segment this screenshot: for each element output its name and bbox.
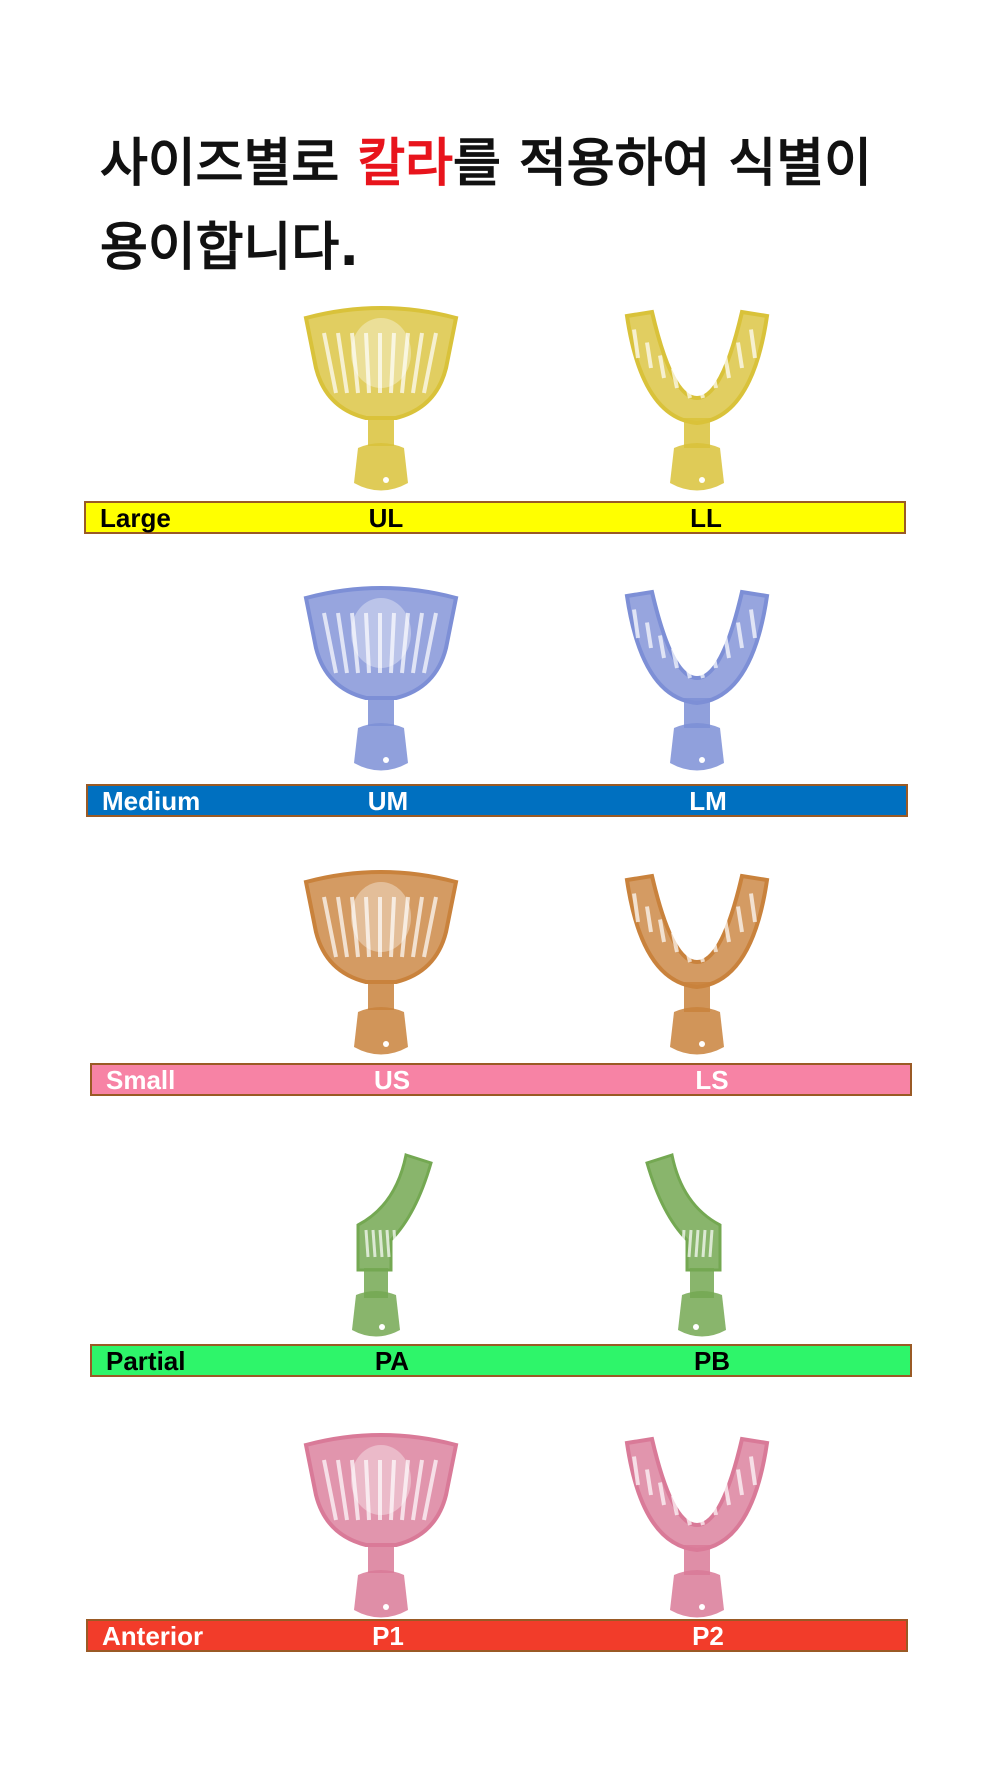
size-label: Partial (106, 1346, 186, 1376)
title-highlight: 칼라 (357, 134, 453, 194)
tray-ls-image (612, 862, 782, 1062)
tray-lm-image (612, 578, 782, 778)
size-bar-small: Small US LS (90, 1063, 912, 1096)
code-left: UL (368, 503, 404, 533)
size-bar-partial: Partial PA PB (90, 1344, 912, 1377)
page-title: 사이즈별로 칼라를 적용하여 식별이 용이합니다. (100, 122, 960, 290)
tray-um-image (296, 578, 466, 778)
title-text-1: 사이즈별로 (100, 134, 358, 194)
size-label: Medium (102, 786, 201, 816)
code-left: P1 (372, 1621, 404, 1651)
tray-ll-image (612, 298, 782, 498)
size-bar-anterior: Anterior P1 P2 (86, 1619, 908, 1652)
tray-ul-image (296, 298, 466, 498)
size-label: Small (106, 1065, 176, 1095)
size-bar-large: Large UL LL (84, 501, 906, 534)
code-right: LM (689, 786, 727, 816)
code-left: PA (374, 1346, 410, 1376)
title-text-2: 를 적용하여 식별이 (453, 134, 872, 194)
size-label: Large (100, 503, 171, 533)
tray-pa-image (296, 1145, 466, 1345)
tray-p1-image (296, 1425, 466, 1625)
code-right: LS (695, 1065, 729, 1095)
code-right: PB (693, 1346, 731, 1376)
tray-pb-image (612, 1145, 782, 1345)
tray-p2-image (612, 1425, 782, 1625)
tray-us-image (296, 862, 466, 1062)
code-right: LL (690, 503, 722, 533)
code-left: US (373, 1065, 411, 1095)
code-right: P2 (692, 1621, 724, 1651)
code-left: UM (367, 786, 409, 816)
title-text-3: 용이합니다. (100, 218, 359, 278)
size-label: Anterior (102, 1621, 204, 1651)
size-bar-medium: Medium UM LM (86, 784, 908, 817)
